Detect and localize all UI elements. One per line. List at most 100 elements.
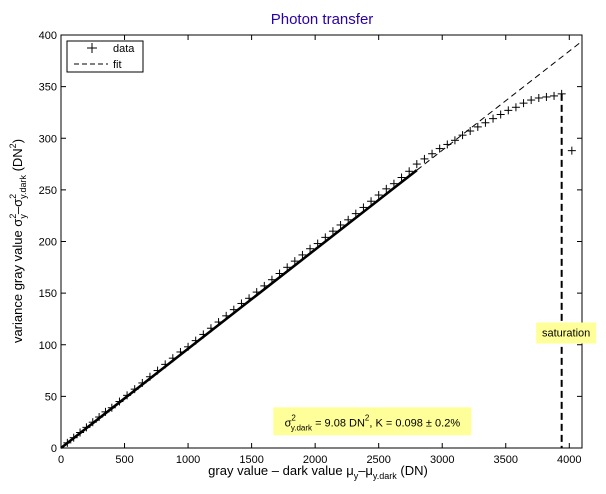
y-tick-label: 350 xyxy=(39,82,57,94)
x-tick-label: 0 xyxy=(58,454,64,466)
data-point xyxy=(76,428,85,437)
x-tick-label: 2500 xyxy=(366,454,390,466)
data-point xyxy=(184,342,193,351)
data-point xyxy=(168,354,177,363)
data-point xyxy=(504,106,513,115)
data-point xyxy=(306,244,315,253)
legend-data-label: data xyxy=(113,43,135,55)
y-tick-label: 100 xyxy=(39,340,57,352)
y-axis: 0 50 100 150 200 250 300 350 400 xyxy=(39,30,582,455)
y-tick-label: 0 xyxy=(51,443,57,455)
data-point xyxy=(458,131,467,140)
x-tick-label: 2000 xyxy=(303,454,327,466)
legend-box xyxy=(66,40,144,73)
data-point xyxy=(511,103,520,112)
data-point xyxy=(298,250,307,259)
data-point xyxy=(389,179,398,188)
data-point xyxy=(275,269,284,278)
chart-title: Photon transfer xyxy=(271,11,374,28)
data-point xyxy=(130,385,139,394)
x-axis-label: gray value – dark value μy–μy.dark (DN) xyxy=(208,463,428,481)
data-point xyxy=(428,149,437,158)
data-point xyxy=(63,438,72,447)
data-point xyxy=(107,403,116,412)
y-tick-label: 150 xyxy=(39,288,57,300)
data-point xyxy=(161,360,170,369)
fit-line-dashed xyxy=(416,40,583,171)
data-point xyxy=(466,127,475,136)
data-point xyxy=(382,184,391,193)
x-tick-label: 3000 xyxy=(430,454,454,466)
x-tick-label: 1000 xyxy=(176,454,200,466)
data-point xyxy=(95,413,104,422)
data-point xyxy=(450,136,459,145)
data-point xyxy=(519,99,528,108)
data-point xyxy=(473,122,482,131)
data-point xyxy=(214,318,223,327)
y-tick-label: 200 xyxy=(39,237,57,249)
saturation-label: saturation xyxy=(542,327,590,339)
data-point xyxy=(199,330,208,339)
dark-noise-box xyxy=(273,407,472,436)
data-point xyxy=(206,324,215,333)
x-tick-label: 4000 xyxy=(557,454,581,466)
legend-fit-label: fit xyxy=(113,59,122,71)
data-point xyxy=(245,294,254,303)
y-axis-label: variance gray value σ2y–σ2y.dark (DN2) xyxy=(8,139,28,343)
y-tick-label: 250 xyxy=(39,185,57,197)
annotations: σ2 y.dark = 9.08 DN2, K = 0.098 ± 0.2% sat… xyxy=(273,93,597,448)
data-point xyxy=(443,140,452,149)
x-tick-label: 500 xyxy=(115,454,133,466)
data-point xyxy=(115,397,124,406)
data-point xyxy=(123,391,132,400)
data-point xyxy=(496,110,505,119)
data-point xyxy=(412,160,421,169)
data-point xyxy=(534,93,543,102)
data-point xyxy=(489,114,498,123)
data-point xyxy=(252,288,261,297)
data-point xyxy=(290,257,299,266)
data-point xyxy=(321,233,330,242)
x-tick-label: 1500 xyxy=(239,454,263,466)
data-point xyxy=(237,299,246,308)
data-point xyxy=(397,173,406,182)
x-axis: 0 500 1000 1500 2000 2500 3000 3500 4000 xyxy=(58,35,582,466)
data-point xyxy=(101,407,110,416)
data-point xyxy=(527,96,536,105)
saturation-box xyxy=(536,322,597,344)
data-point xyxy=(344,215,353,224)
data-point xyxy=(542,92,551,101)
y-tick-label: 300 xyxy=(39,133,57,145)
data-point xyxy=(145,372,154,381)
data-point xyxy=(267,275,276,284)
data-point xyxy=(374,191,383,200)
data-point xyxy=(260,281,269,290)
data-point xyxy=(88,418,97,427)
data-point xyxy=(367,197,376,206)
data-point xyxy=(229,305,238,314)
y-tick-label: 400 xyxy=(39,30,57,42)
dark-noise-label: σ2 y.dark = 9.08 DN2, K = 0.098 ± 0.2% xyxy=(285,413,461,432)
data-point xyxy=(567,146,576,155)
data-point xyxy=(481,118,490,127)
data-point xyxy=(336,220,345,229)
data-point xyxy=(138,378,147,387)
data-point xyxy=(283,263,292,272)
legend-data-marker xyxy=(87,43,97,53)
legend: data fit xyxy=(66,40,144,73)
data-point xyxy=(153,366,162,375)
data-point xyxy=(222,311,231,320)
y-tick-label: 50 xyxy=(45,391,57,403)
data-point xyxy=(313,239,322,248)
data-series xyxy=(63,89,576,447)
data-point xyxy=(550,91,559,100)
data-point xyxy=(191,336,200,345)
data-point xyxy=(69,433,78,442)
data-point xyxy=(351,209,360,218)
data-point xyxy=(420,154,429,163)
data-point xyxy=(328,227,337,236)
x-tick-label: 3500 xyxy=(494,454,518,466)
data-point xyxy=(176,347,185,356)
data-point xyxy=(359,203,368,212)
